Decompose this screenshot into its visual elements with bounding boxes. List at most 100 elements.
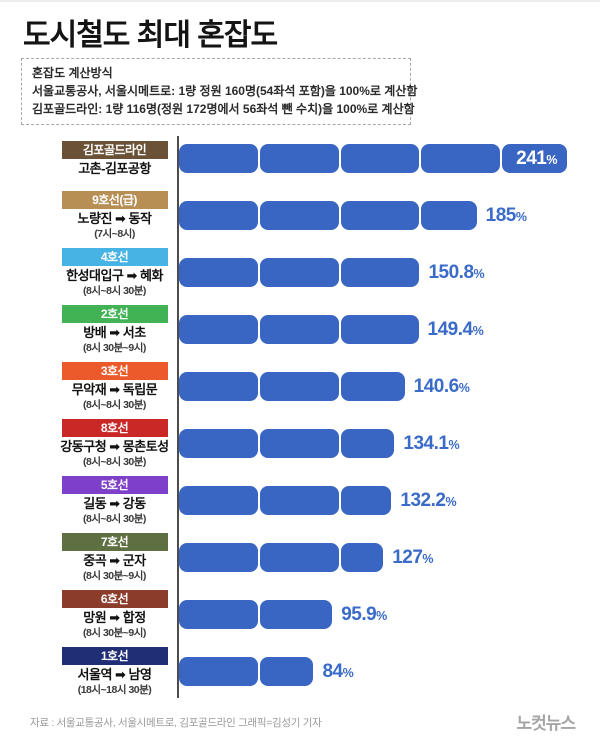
bar-segment bbox=[259, 543, 339, 572]
table-row: 2호선 방배 ➡ 서초 (8시 30분~9시) 149.4% bbox=[0, 301, 600, 358]
value-label: 95.9% bbox=[341, 604, 387, 626]
bar-segment bbox=[259, 657, 314, 686]
bar-segment bbox=[179, 372, 258, 401]
bar-segment bbox=[340, 543, 384, 572]
bar-cell: 132.2% bbox=[177, 472, 600, 529]
bar-segment bbox=[259, 429, 339, 458]
bar-cell: 134.1% bbox=[177, 415, 600, 472]
line-badge: 9호선(급) bbox=[61, 190, 168, 210]
table-row: 6호선 망원 ➡ 합정 (8시 30분~9시) 95.9% bbox=[0, 586, 600, 643]
bar bbox=[179, 372, 405, 401]
route-label: 중곡 ➡ 군자 bbox=[83, 553, 146, 569]
bar-segment bbox=[259, 258, 339, 287]
table-row: 4호선 한성대입구 ➡ 혜화 (8시~8시 30분) 150.8% bbox=[0, 244, 600, 301]
bar bbox=[179, 201, 477, 230]
bar-segment bbox=[179, 543, 258, 572]
time-label: (8시~8시 30분) bbox=[83, 455, 146, 468]
value-number: 140.6 bbox=[413, 375, 460, 397]
value-label: 149.4% bbox=[428, 319, 484, 341]
table-row: 3호선 무악재 ➡ 독립문 (8시~8시 30분) 140.6% bbox=[0, 358, 600, 415]
route-label: 망원 ➡ 합정 bbox=[83, 610, 146, 626]
bar-cell: 84% bbox=[177, 643, 600, 700]
bar-cell: 149.4% bbox=[177, 301, 600, 358]
table-row: 8호선 강동구청 ➡ 몽촌토성 (8시~8시 30분) 134.1% bbox=[0, 415, 600, 472]
bar-cell: 241% bbox=[177, 130, 600, 187]
row-label: 9호선(급) 노량진 ➡ 동작 (7시~8시) bbox=[0, 190, 177, 241]
value-unit: % bbox=[342, 665, 354, 680]
bar-segment bbox=[502, 144, 567, 173]
bar-segment bbox=[179, 258, 258, 287]
line-badge: 2호선 bbox=[61, 304, 168, 324]
bar-segment bbox=[259, 144, 339, 173]
line-badge: 3호선 bbox=[61, 361, 168, 381]
row-label: 6호선 망원 ➡ 합정 (8시 30분~9시) bbox=[0, 589, 177, 640]
note-heading: 혼잡도 계산방식 bbox=[32, 66, 113, 80]
route-label: 한성대입구 ➡ 혜화 bbox=[66, 268, 163, 284]
value-number: 134.1 bbox=[403, 432, 449, 454]
bar-segment bbox=[179, 144, 258, 173]
value-label: 132.2% bbox=[400, 490, 456, 512]
row-label: 2호선 방배 ➡ 서초 (8시 30분~9시) bbox=[0, 304, 177, 355]
table-row: 김포골드라인 고촌-김포공항 241% bbox=[0, 130, 600, 187]
bar-segment bbox=[421, 144, 501, 173]
route-label: 노량진 ➡ 동작 bbox=[77, 211, 152, 227]
table-row: 9호선(급) 노량진 ➡ 동작 (7시~8시) 185% bbox=[0, 187, 600, 244]
table-row: 7호선 중곡 ➡ 군자 (8시 30분~9시) 127% bbox=[0, 529, 600, 586]
value-label: 140.6% bbox=[414, 376, 470, 398]
value-label: 150.8% bbox=[428, 262, 484, 284]
value-unit: % bbox=[448, 437, 460, 452]
time-label: (8시 30분~9시) bbox=[83, 569, 146, 582]
time-label: (18시~18시 30분) bbox=[77, 683, 152, 696]
value-number: 84 bbox=[322, 660, 343, 682]
line-badge: 1호선 bbox=[61, 646, 168, 666]
row-label: 3호선 무악재 ➡ 독립문 (8시~8시 30분) bbox=[0, 361, 177, 412]
note-line-1: 서울교통공사, 서울시메트로: 1량 정원 160명(54좌석 포함)을 100… bbox=[32, 84, 418, 98]
value-label: 134.1% bbox=[403, 433, 459, 455]
value-label: 84% bbox=[322, 661, 353, 683]
value-unit: % bbox=[458, 380, 470, 395]
bar-segment bbox=[421, 201, 477, 230]
bar-segment bbox=[340, 315, 419, 344]
value-number: 185 bbox=[485, 204, 517, 226]
line-badge: 5호선 bbox=[61, 475, 168, 495]
route-label: 강동구청 ➡ 몽촌토성 bbox=[60, 439, 169, 455]
route-label: 무악재 ➡ 독립문 bbox=[71, 382, 158, 398]
line-badge: 4호선 bbox=[61, 247, 168, 267]
note-line-2: 김포골드라인: 1량 116명(정원 172명에서 56좌석 뺀 수치)을 10… bbox=[32, 102, 415, 116]
value-unit: % bbox=[422, 551, 434, 566]
bar-cell: 150.8% bbox=[177, 244, 600, 301]
value-number: 149.4 bbox=[427, 318, 474, 340]
bar-segment bbox=[259, 372, 339, 401]
bar-segment bbox=[259, 486, 339, 515]
bar bbox=[179, 543, 384, 572]
value-label: 127% bbox=[392, 547, 433, 569]
congestion-bar-chart: 김포골드라인 고촌-김포공항 241% 9호선(급) 노량진 ➡ 동작 (7시~8시) 18… bbox=[0, 130, 600, 702]
value-number: 150.8 bbox=[428, 261, 474, 283]
route-label: 길동 ➡ 강동 bbox=[83, 496, 146, 512]
bar-segment bbox=[340, 372, 405, 401]
calculation-note-box: 혼잡도 계산방식 서울교통공사, 서울시메트로: 1량 정원 160명(54좌석… bbox=[21, 58, 418, 125]
bar-segment bbox=[259, 600, 333, 629]
bar-cell: 185% bbox=[177, 187, 600, 244]
source-credit: 자료 : 서울교통공사, 서울시메트로, 김포골드라인 그래픽=김성기 기자 bbox=[30, 717, 322, 729]
value-number: 241 bbox=[516, 147, 547, 169]
value-unit: % bbox=[473, 266, 485, 281]
value-label: 241% bbox=[516, 148, 557, 170]
value-unit: % bbox=[376, 608, 387, 623]
bar-segment bbox=[259, 315, 339, 344]
bar-segment bbox=[179, 657, 258, 686]
line-badge: 7호선 bbox=[61, 532, 168, 552]
value-number: 95.9 bbox=[341, 603, 377, 625]
time-label: (8시~8시 30분) bbox=[83, 512, 146, 525]
bar bbox=[179, 657, 314, 686]
table-row: 5호선 길동 ➡ 강동 (8시~8시 30분) 132.2% bbox=[0, 472, 600, 529]
bar-segment bbox=[340, 144, 420, 173]
time-label: (8시~8시 30분) bbox=[83, 398, 146, 411]
route-label: 방배 ➡ 서초 bbox=[83, 325, 146, 341]
bar: 241% bbox=[179, 144, 567, 173]
table-row: 1호선 서울역 ➡ 남영 (18시~18시 30분) 84% bbox=[0, 643, 600, 700]
time-label: (8시~8시 30분) bbox=[83, 284, 146, 297]
bar bbox=[179, 486, 392, 515]
bar-segment bbox=[340, 486, 392, 515]
